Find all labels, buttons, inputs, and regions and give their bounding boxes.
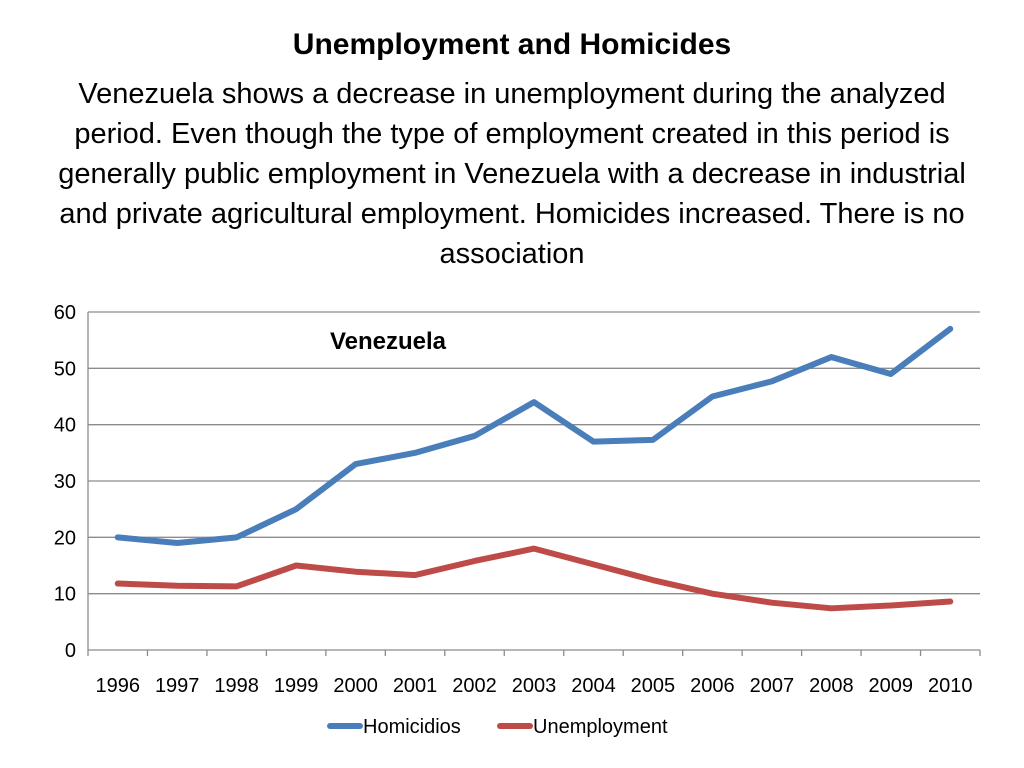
x-tick-label: 1997 xyxy=(155,675,200,697)
chart-title: Unemployment and Homicides xyxy=(292,28,732,61)
x-tick-label: 2003 xyxy=(512,675,557,697)
legend-label: Unemployment xyxy=(533,716,668,738)
series-line-homicidios xyxy=(114,325,954,546)
x-tick-label: 2007 xyxy=(750,675,795,697)
y-tick-label: 50 xyxy=(54,358,76,380)
x-tick-label: 2005 xyxy=(631,675,676,697)
x-tick-label: 2000 xyxy=(333,675,378,697)
x-tick-label: 2010 xyxy=(928,675,973,697)
chart-annotation: Venezuela xyxy=(330,328,447,355)
y-tick-label: 40 xyxy=(54,415,76,437)
x-tick-label: 2006 xyxy=(690,675,735,697)
x-tick-label: 1998 xyxy=(214,675,259,697)
chart-subtitle: Venezuela shows a decrease in unemployme… xyxy=(58,78,966,270)
y-tick-label: 20 xyxy=(54,527,76,549)
y-tick-label: 0 xyxy=(65,640,76,662)
x-tick-label: 2009 xyxy=(869,675,914,697)
x-tick-label: 1996 xyxy=(95,675,140,697)
series-line-unemployment xyxy=(114,545,954,612)
y-tick-label: 30 xyxy=(54,471,76,493)
y-tick-label: 10 xyxy=(54,584,76,606)
y-tick-label: 60 xyxy=(54,302,76,324)
x-tick-label: 2008 xyxy=(809,675,854,697)
legend-label: Homicidios xyxy=(363,716,461,738)
x-tick-label: 2001 xyxy=(393,675,438,697)
x-tick-label: 2004 xyxy=(571,675,616,697)
x-tick-label: 1999 xyxy=(274,675,319,697)
x-tick-label: 2002 xyxy=(452,675,497,697)
